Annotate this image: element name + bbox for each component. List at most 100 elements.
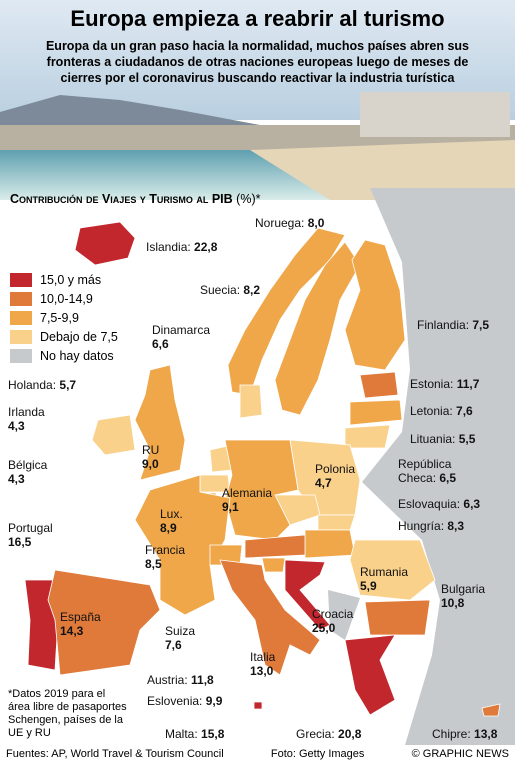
country-value: 9,1 xyxy=(222,500,239,514)
sources: Fuentes: AP, World Travel & Tourism Coun… xyxy=(6,748,224,760)
country-shape xyxy=(284,559,331,631)
country-name: España xyxy=(60,610,101,624)
country-shape xyxy=(91,414,136,456)
country-shape xyxy=(349,539,436,601)
title: Europa empieza a reabrir al turismo xyxy=(70,6,445,31)
country-label: Croacia 25,0 xyxy=(312,607,353,635)
country-label: Chipre: 13,8 xyxy=(432,727,497,741)
country-label: Bulgaria 10,8 xyxy=(441,582,485,610)
country-shape xyxy=(239,384,263,419)
country-name: Eslovenia: xyxy=(147,694,203,708)
country-value: 11,7 xyxy=(456,377,480,391)
legend-swatch xyxy=(10,291,32,306)
country-name: Malta: xyxy=(165,727,198,741)
country-label: Dinamarca 6,6 xyxy=(152,323,210,351)
country-label: Noruega: 8,0 xyxy=(255,216,324,230)
country-shape xyxy=(344,424,391,449)
country-name: RU xyxy=(142,443,160,457)
country-shape xyxy=(349,399,403,426)
legend-label: 7,5-9,9 xyxy=(40,310,79,325)
legend-item: Debajo de 7,5 xyxy=(10,327,118,346)
country-value: 5,7 xyxy=(59,378,77,392)
country-shape xyxy=(481,703,501,717)
country-name: Bélgica xyxy=(8,458,48,472)
country-label: Estonia: 11,7 xyxy=(410,377,479,391)
legend-item: 7,5-9,9 xyxy=(10,308,118,327)
country-value: 9,9 xyxy=(205,694,223,708)
country-shape xyxy=(261,557,286,573)
legend-item: No hay datos xyxy=(10,346,118,365)
photo-credit: Foto: Getty Images xyxy=(270,748,365,760)
country-name: Dinamarca xyxy=(152,323,211,337)
legend-label: No hay datos xyxy=(40,348,114,363)
country-value: 7,6 xyxy=(165,638,182,652)
country-name: Lituania: xyxy=(410,432,456,446)
country-label: Eslovenia: 9,9 xyxy=(147,694,222,708)
country-name: Suiza xyxy=(165,624,196,638)
legend-swatch xyxy=(10,272,32,287)
footer: Fuentes: AP, World Travel & Tourism Coun… xyxy=(6,748,509,760)
country-label: República Checa: 6,5 xyxy=(398,457,478,485)
country-label: Suiza 7,6 xyxy=(165,624,195,652)
country-name: Grecia: xyxy=(296,727,335,741)
country-shape xyxy=(74,221,136,266)
country-name: Bulgaria xyxy=(441,582,486,596)
map-heading: Contribución de Viajes y Turismo al PIB … xyxy=(10,192,260,206)
country-label: Letonia: 7,6 xyxy=(410,404,473,418)
country-value: 11,8 xyxy=(191,673,214,687)
country-value: 25,0 xyxy=(312,621,336,635)
country-value: 8,9 xyxy=(160,521,177,535)
country-name: Francia xyxy=(145,543,186,557)
country-value: 6,3 xyxy=(463,497,481,511)
country-shape xyxy=(47,569,161,676)
country-label: Grecia: 20,8 xyxy=(296,727,361,741)
country-label: Suecia: 8,2 xyxy=(200,283,260,297)
legend: 15,0 y más 10,0-14,9 7,5-9,9 Debajo de 7,5 N… xyxy=(10,270,118,365)
legend-item: 15,0 y más xyxy=(10,270,118,289)
country-value: 15,8 xyxy=(201,727,225,741)
country-name: Suecia: xyxy=(200,283,241,297)
country-name: Alemania xyxy=(222,486,273,500)
country-value: 14,3 xyxy=(60,624,84,638)
country-label: Austria: 11,8 xyxy=(147,673,214,687)
other-land xyxy=(362,188,515,745)
country-label: Rumania 5,9 xyxy=(360,565,408,593)
country-label: Lituania: 5,5 xyxy=(410,432,475,446)
country-name: Portugal xyxy=(8,521,53,535)
country-name: Polonia xyxy=(315,462,356,476)
footnote: *Datos 2019 para el área libre de pasapo… xyxy=(8,688,127,739)
credit: © GRAPHIC NEWS xyxy=(411,748,509,760)
photo-mountains xyxy=(0,95,260,125)
country-shape xyxy=(274,241,361,416)
country-value: 20,8 xyxy=(338,727,362,741)
country-shape xyxy=(134,474,231,616)
country-value: 7,5 xyxy=(472,318,490,332)
country-label: Lux. 8,9 xyxy=(160,507,183,535)
country-shape xyxy=(317,514,356,531)
country-shape xyxy=(364,599,431,636)
country-shape xyxy=(219,559,321,676)
country-value: 4,3 xyxy=(8,419,25,433)
country-shape xyxy=(344,634,396,716)
country-value: 6,5 xyxy=(439,471,457,485)
country-label: Eslovaquia: 6,3 xyxy=(398,497,480,511)
country-label: Irlanda 4,3 xyxy=(8,405,45,433)
subtitle: Europa da un gran paso hacia la normalid… xyxy=(45,39,470,85)
country-shapes xyxy=(24,221,501,717)
country-label: Francia 8,5 xyxy=(145,543,185,571)
country-label: Polonia 4,7 xyxy=(315,462,355,490)
country-value: 8,3 xyxy=(447,519,465,533)
country-name: Croacia xyxy=(312,607,354,621)
country-value: 7,6 xyxy=(456,404,473,418)
country-shape xyxy=(244,534,306,559)
country-name: Italia xyxy=(250,650,276,664)
legend-label: 15,0 y más xyxy=(40,272,102,287)
country-value: 13,8 xyxy=(474,727,498,741)
country-shape xyxy=(134,364,186,481)
photo-sand xyxy=(250,140,515,200)
country-name: Austria: xyxy=(147,673,188,687)
country-value: 22,8 xyxy=(194,240,218,254)
country-label: Bélgica 4,3 xyxy=(8,458,47,486)
